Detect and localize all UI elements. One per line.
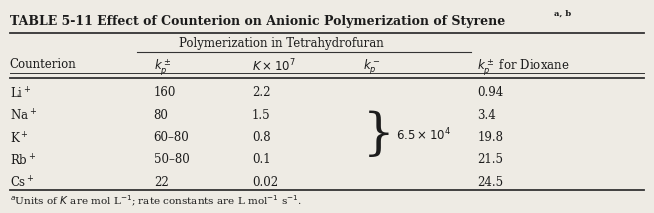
- Text: $K \times 10^7$: $K \times 10^7$: [252, 58, 296, 74]
- Text: 22: 22: [154, 176, 169, 189]
- Text: $k_p^\pm$ for Dioxane: $k_p^\pm$ for Dioxane: [477, 58, 570, 78]
- Text: Rb$^+$: Rb$^+$: [10, 153, 36, 169]
- Text: 0.8: 0.8: [252, 131, 270, 144]
- Text: 2.2: 2.2: [252, 86, 270, 99]
- Text: 3.4: 3.4: [477, 109, 496, 122]
- Text: Cs$^+$: Cs$^+$: [10, 176, 35, 191]
- Text: Na$^+$: Na$^+$: [10, 109, 37, 124]
- Text: Counterion: Counterion: [10, 58, 77, 71]
- Text: 80: 80: [154, 109, 169, 122]
- Text: 21.5: 21.5: [477, 153, 504, 166]
- Text: 60–80: 60–80: [154, 131, 190, 144]
- Text: TABLE 5-11: TABLE 5-11: [10, 15, 93, 28]
- Text: }: }: [363, 111, 395, 160]
- Text: Effect of Counterion on Anionic Polymerization of Styrene: Effect of Counterion on Anionic Polymeri…: [84, 15, 505, 28]
- Text: $k_p^-$: $k_p^-$: [363, 58, 381, 77]
- Text: 1.5: 1.5: [252, 109, 270, 122]
- Text: a, b: a, b: [554, 10, 571, 18]
- Text: 0.1: 0.1: [252, 153, 270, 166]
- Text: Polymerization in Tetrahydrofuran: Polymerization in Tetrahydrofuran: [179, 37, 384, 50]
- Text: 160: 160: [154, 86, 176, 99]
- Text: Li$^+$: Li$^+$: [10, 86, 31, 102]
- Text: 0.94: 0.94: [477, 86, 504, 99]
- Text: $^a$Units of $K$ are mol L$^{-1}$; rate constants are L mol$^{-1}$ s$^{-1}$.: $^a$Units of $K$ are mol L$^{-1}$; rate …: [10, 193, 301, 208]
- Text: 0.02: 0.02: [252, 176, 278, 189]
- Text: $k_p^\pm$: $k_p^\pm$: [154, 58, 171, 78]
- Text: K$^+$: K$^+$: [10, 131, 28, 146]
- Text: 19.8: 19.8: [477, 131, 504, 144]
- Text: 50–80: 50–80: [154, 153, 190, 166]
- Text: $6.5 \times 10^4$: $6.5 \times 10^4$: [396, 127, 451, 144]
- Text: 24.5: 24.5: [477, 176, 504, 189]
